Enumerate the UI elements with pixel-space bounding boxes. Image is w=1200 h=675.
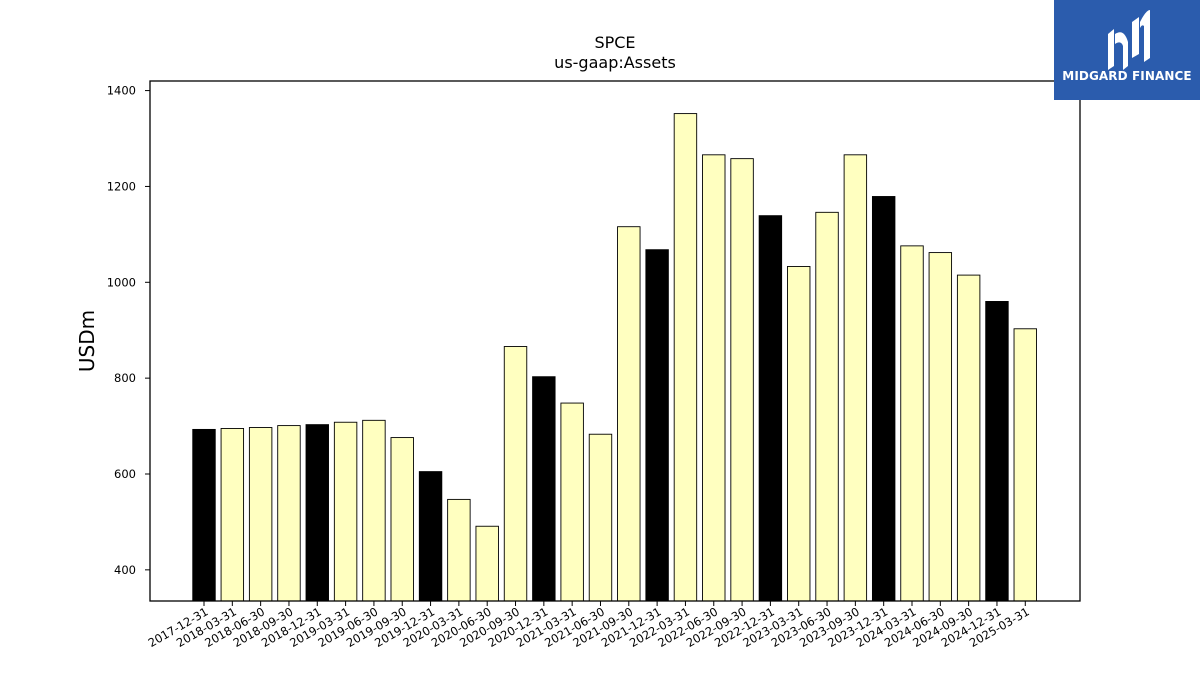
- bar-2018-12-31: [305, 424, 329, 602]
- y-tick-label: 1200: [107, 179, 136, 193]
- plot-frame: [149, 80, 1081, 602]
- bar-2017-12-31: [192, 428, 216, 602]
- bar-2019-12-31: [418, 471, 443, 602]
- bar-2021-03-31: [560, 402, 584, 602]
- logo-text: MIDGARD FINANCE: [1062, 69, 1192, 83]
- bar-2024-12-31: [985, 301, 1009, 602]
- bar-2018-03-31: [220, 428, 245, 602]
- bar-2022-06-30: [702, 154, 726, 602]
- bar-2023-06-30: [815, 211, 839, 602]
- bar-2022-09-30: [730, 158, 754, 602]
- bar-2020-06-30: [475, 525, 499, 602]
- bar-2024-09-30: [956, 274, 981, 602]
- bar-2022-03-31: [673, 113, 698, 602]
- bar-2020-12-31: [532, 376, 556, 602]
- chart-subtitle: us-gaap:Assets: [554, 53, 676, 72]
- y-tick-label: 800: [114, 371, 136, 385]
- bar-2024-06-30: [928, 252, 953, 602]
- bar-2021-09-30: [617, 226, 641, 602]
- bar-2019-09-30: [390, 437, 414, 602]
- bar-2023-12-31: [871, 196, 896, 602]
- bar-2023-09-30: [843, 154, 868, 602]
- bar-2024-03-31: [900, 245, 924, 602]
- y-tick-label: 400: [114, 563, 136, 577]
- bars-group: [192, 113, 1037, 602]
- bar-2025-03-31: [1013, 328, 1037, 602]
- bar-2018-06-30: [248, 427, 273, 602]
- y-axis: 400 600 800 1000 1200 1400: [107, 84, 150, 577]
- bar-2020-09-30: [503, 346, 528, 602]
- chart-title: SPCE: [594, 33, 636, 52]
- x-axis: 2017-12-312018-03-312018-06-302018-09-30…: [146, 601, 1032, 650]
- logo-mark-icon: [1108, 10, 1150, 70]
- bar-2019-03-31: [333, 421, 358, 602]
- y-tick-label: 1000: [107, 275, 136, 289]
- y-axis-label: USDm: [75, 310, 99, 372]
- y-tick-label: 1400: [107, 84, 136, 98]
- bar-2019-06-30: [362, 419, 386, 602]
- bar-2020-03-31: [447, 498, 471, 602]
- midgard-finance-logo: MIDGARD FINANCE: [1054, 0, 1200, 100]
- bar-2021-12-31: [645, 249, 669, 602]
- bar-2018-09-30: [277, 425, 301, 602]
- y-tick-label: 600: [114, 467, 136, 481]
- bar-2022-12-31: [758, 215, 783, 602]
- bar-2023-03-31: [787, 266, 811, 602]
- bar-2021-06-30: [588, 433, 613, 602]
